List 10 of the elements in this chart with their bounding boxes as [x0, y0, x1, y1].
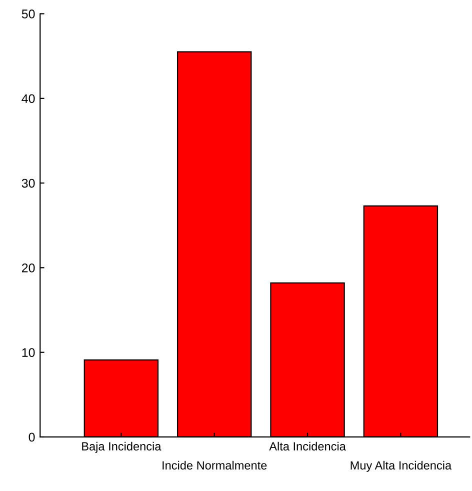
y-tick-label: 0 — [28, 432, 35, 442]
x-tick-label: Alta Incidencia — [269, 442, 346, 451]
x-tick-label: Baja Incidencia — [82, 442, 162, 453]
x-tick-label: Muy Alta Incidencia — [350, 460, 452, 472]
y-tick-label: 40 — [22, 94, 35, 104]
y-tick-label: 10 — [22, 348, 35, 357]
x-tick-label: Incide Normalmente — [162, 460, 267, 470]
y-tick-label: 30 — [22, 178, 35, 188]
y-tick-label: 50 — [22, 10, 35, 18]
y-tick-label: 20 — [22, 263, 35, 272]
